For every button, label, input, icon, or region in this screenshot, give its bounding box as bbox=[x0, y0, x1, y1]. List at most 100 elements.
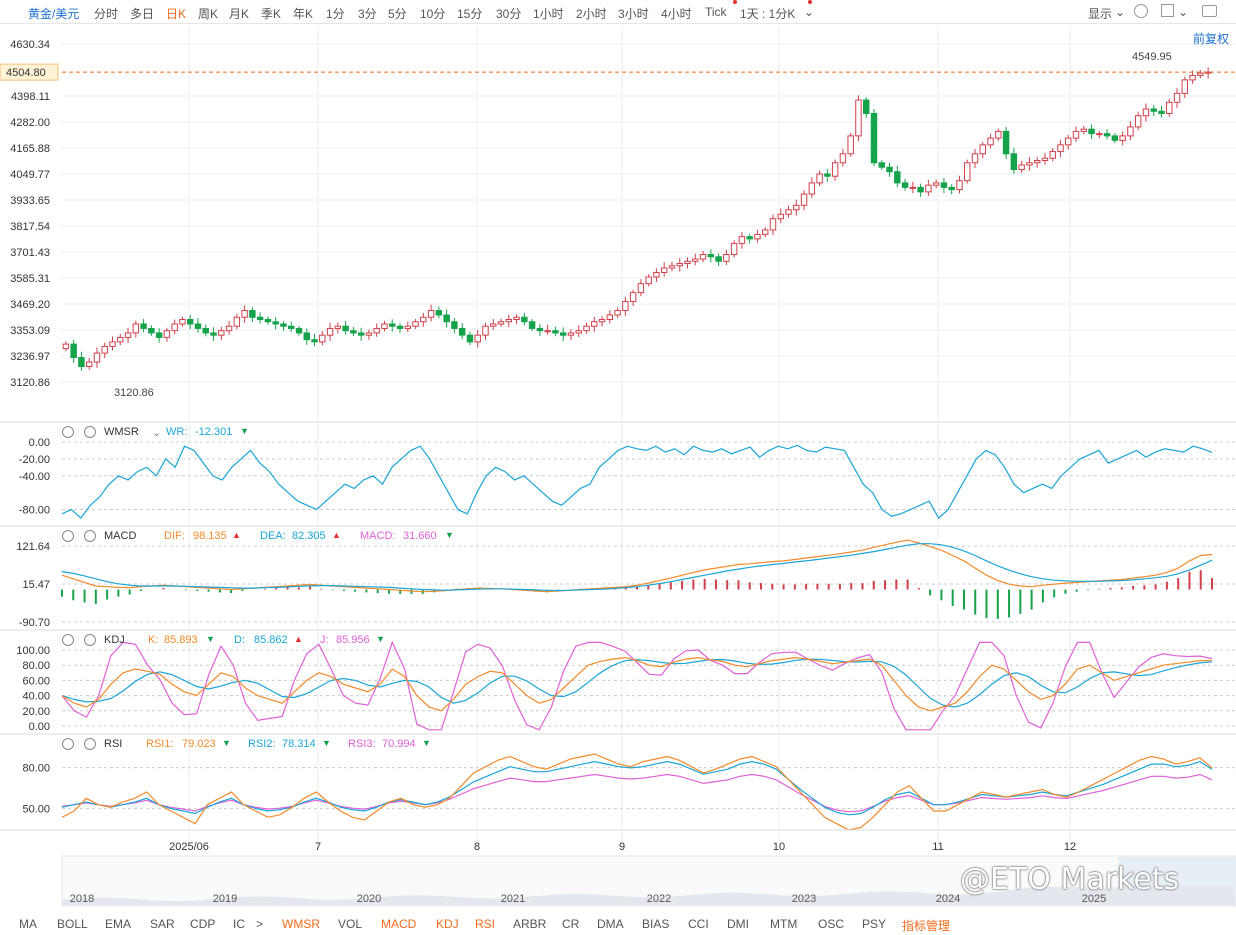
period-tab[interactable]: 3分 bbox=[358, 7, 377, 21]
period-tab[interactable]: Tick bbox=[705, 5, 727, 19]
candle bbox=[800, 193, 808, 206]
indicator-tab[interactable]: > bbox=[256, 917, 264, 931]
period-tab[interactable]: 1天 : 1分K bbox=[740, 7, 796, 21]
period-tab[interactable]: 日K bbox=[166, 7, 187, 21]
price-tick-label: 4630.34 bbox=[10, 39, 50, 51]
period-tab[interactable]: 1分 bbox=[326, 7, 345, 21]
indicator-tab[interactable]: EMA bbox=[105, 917, 132, 931]
camera-icon[interactable] bbox=[1202, 5, 1217, 17]
candle bbox=[357, 332, 365, 336]
indicator-tab[interactable]: VOL bbox=[338, 917, 363, 931]
period-tab[interactable]: 5分 bbox=[388, 7, 407, 21]
candle bbox=[1065, 137, 1072, 146]
candle bbox=[272, 321, 279, 325]
candle bbox=[785, 209, 792, 215]
settings-icon[interactable] bbox=[1134, 4, 1148, 18]
rsi1-label: RSI1: bbox=[146, 738, 174, 750]
candle bbox=[894, 171, 901, 184]
price-tick-label: 3933.65 bbox=[10, 195, 50, 207]
candle bbox=[575, 330, 582, 334]
period-tab[interactable]: 30分 bbox=[496, 7, 522, 21]
indicator-tab[interactable]: CCI bbox=[688, 917, 709, 931]
indicator-tab[interactable]: 指标管理 bbox=[902, 919, 951, 933]
restore-button[interactable]: 前复权 bbox=[1193, 32, 1230, 46]
overview-year-label: 2019 bbox=[213, 893, 237, 905]
period-tab[interactable]: 15分 bbox=[457, 7, 483, 21]
candle bbox=[559, 332, 567, 336]
j-label: J: bbox=[320, 634, 329, 646]
macd-name[interactable]: MACD bbox=[104, 530, 137, 542]
candle bbox=[1041, 157, 1049, 162]
candle bbox=[342, 325, 349, 332]
candle bbox=[831, 162, 839, 177]
period-tab[interactable]: 月K bbox=[229, 7, 250, 21]
period-tab[interactable]: 年K bbox=[293, 7, 314, 21]
chevron-down-icon[interactable]: ⌄ bbox=[1115, 5, 1126, 19]
symbol-selector[interactable]: 黄金/美元 bbox=[28, 7, 80, 21]
display-menu[interactable]: 显示 bbox=[1088, 7, 1113, 21]
indicator-tab[interactable]: MTM bbox=[770, 917, 798, 931]
period-tab[interactable]: 多日 bbox=[130, 7, 155, 21]
axis-tick-label: -80.00 bbox=[19, 505, 50, 517]
rsi-name[interactable]: RSI bbox=[104, 738, 123, 750]
x-tick-label: 9 bbox=[619, 841, 625, 853]
period-tab[interactable]: 分时 bbox=[94, 7, 119, 21]
chevron-down-icon[interactable]: ⌄ bbox=[804, 5, 815, 19]
last-price-label: 4504.80 bbox=[6, 67, 46, 79]
chevron-down-icon[interactable]: ⌄ bbox=[1178, 5, 1189, 19]
indicator-tab[interactable]: KDJ bbox=[436, 917, 459, 931]
indicator-tab[interactable]: DMI bbox=[727, 917, 749, 931]
period-tab[interactable]: 10分 bbox=[420, 7, 446, 21]
kdj-name[interactable]: KDJ bbox=[104, 634, 125, 646]
candle bbox=[1158, 110, 1165, 114]
period-tab[interactable]: 1小时 bbox=[533, 7, 564, 21]
indicator-tab[interactable]: ARBR bbox=[513, 917, 547, 931]
candle bbox=[761, 229, 769, 235]
period-tab[interactable]: 季K bbox=[261, 7, 282, 21]
indicator-tab[interactable]: IC bbox=[233, 917, 245, 931]
candle bbox=[513, 316, 520, 320]
indicator-tab[interactable]: MA bbox=[19, 917, 37, 931]
candle bbox=[932, 182, 940, 186]
candle bbox=[1189, 74, 1196, 81]
period-tab[interactable]: 2小时 bbox=[576, 7, 607, 21]
period-tab[interactable]: 周K bbox=[198, 7, 219, 21]
candle bbox=[870, 112, 878, 164]
candle bbox=[816, 173, 823, 184]
dif-label: DIF: bbox=[164, 530, 185, 542]
x-tick-label: 11 bbox=[932, 841, 943, 853]
candle bbox=[583, 325, 590, 332]
candle bbox=[155, 332, 163, 338]
indicator-tab[interactable]: BOLL bbox=[57, 917, 88, 931]
candle bbox=[948, 186, 955, 191]
candle bbox=[567, 332, 575, 336]
indicator-tabs: MA BOLL EMA SAR CDP IC > WMSR VOL MACD KDJ RSI ARBR C… bbox=[0, 912, 1236, 935]
indicator-tab[interactable]: CR bbox=[562, 917, 580, 931]
candle bbox=[1018, 164, 1025, 170]
candle bbox=[878, 162, 885, 168]
candle bbox=[443, 314, 450, 323]
indicator-tab[interactable]: RSI bbox=[475, 917, 496, 931]
indicator-tab[interactable]: WMSR bbox=[282, 917, 320, 931]
fullscreen-icon[interactable] bbox=[1161, 4, 1174, 17]
chevron-down-icon[interactable]: ⌄ bbox=[152, 427, 162, 439]
indicator-tab[interactable]: OSC bbox=[818, 917, 845, 931]
indicator-tab[interactable]: DMA bbox=[597, 917, 624, 931]
x-tick-label: 8 bbox=[474, 841, 480, 853]
indicator-tab[interactable]: SAR bbox=[150, 917, 175, 931]
candle bbox=[1080, 128, 1088, 132]
period-tab[interactable]: 3小时 bbox=[618, 7, 649, 21]
candle bbox=[148, 327, 155, 334]
candle bbox=[132, 323, 140, 334]
wmsr-name[interactable]: WMSR bbox=[104, 426, 139, 438]
rsi2-label: RSI2: bbox=[248, 738, 276, 750]
candle bbox=[171, 323, 178, 332]
indicator-tab[interactable]: CDP bbox=[190, 917, 216, 931]
candle bbox=[241, 310, 248, 318]
candle bbox=[179, 318, 186, 325]
period-tab[interactable]: 4小时 bbox=[661, 7, 692, 21]
indicator-tab[interactable]: PSY bbox=[862, 917, 887, 931]
indicator-tab[interactable]: MACD bbox=[381, 917, 417, 931]
indicator-tab[interactable]: BIAS bbox=[642, 917, 670, 931]
candle bbox=[256, 316, 264, 320]
